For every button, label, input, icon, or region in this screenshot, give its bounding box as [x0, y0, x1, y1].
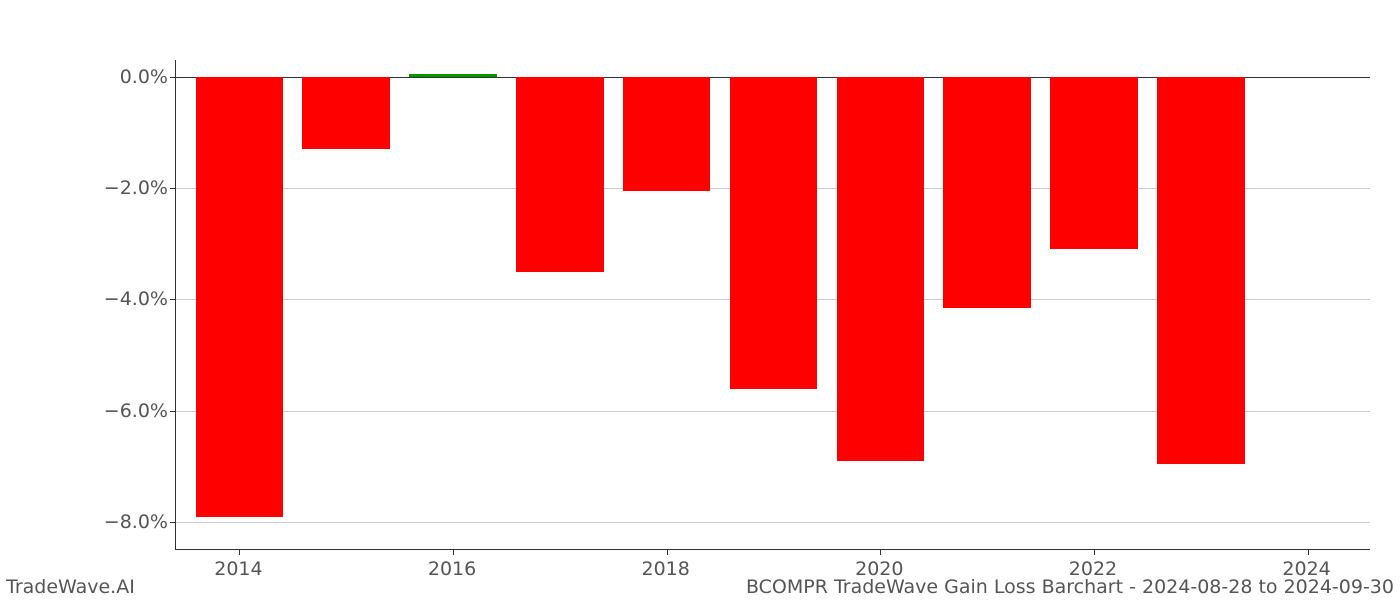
x-tick-mark [667, 549, 668, 555]
bar [730, 77, 818, 389]
x-tick-mark [1094, 549, 1095, 555]
bar [302, 77, 390, 149]
x-tick-label: 2016 [428, 558, 476, 580]
x-tick-label: 2022 [1069, 558, 1117, 580]
bar [409, 74, 497, 77]
y-tick-label: −8.0% [68, 511, 168, 533]
x-tick-mark [880, 549, 881, 555]
x-tick-label: 2020 [855, 558, 903, 580]
bar [623, 77, 711, 191]
bar [837, 77, 925, 461]
y-tick-mark [170, 299, 176, 300]
x-tick-mark [453, 549, 454, 555]
footer-left-label: TradeWave.AI [6, 576, 135, 598]
y-tick-label: −2.0% [68, 177, 168, 199]
x-tick-label: 2018 [641, 558, 689, 580]
x-tick-mark [1308, 549, 1309, 555]
gridline [176, 522, 1370, 523]
y-tick-label: 0.0% [68, 66, 168, 88]
x-tick-label: 2024 [1282, 558, 1330, 580]
bar [943, 77, 1031, 308]
x-tick-label: 2014 [214, 558, 262, 580]
y-tick-label: −4.0% [68, 288, 168, 310]
bar [1157, 77, 1245, 464]
y-tick-mark [170, 522, 176, 523]
y-tick-mark [170, 411, 176, 412]
x-tick-mark [239, 549, 240, 555]
bar [516, 77, 604, 272]
chart-container: TradeWave.AI BCOMPR TradeWave Gain Loss … [0, 0, 1400, 600]
y-tick-label: −6.0% [68, 400, 168, 422]
bar [196, 77, 284, 517]
y-tick-mark [170, 188, 176, 189]
bar [1050, 77, 1138, 250]
plot-area [175, 60, 1370, 550]
